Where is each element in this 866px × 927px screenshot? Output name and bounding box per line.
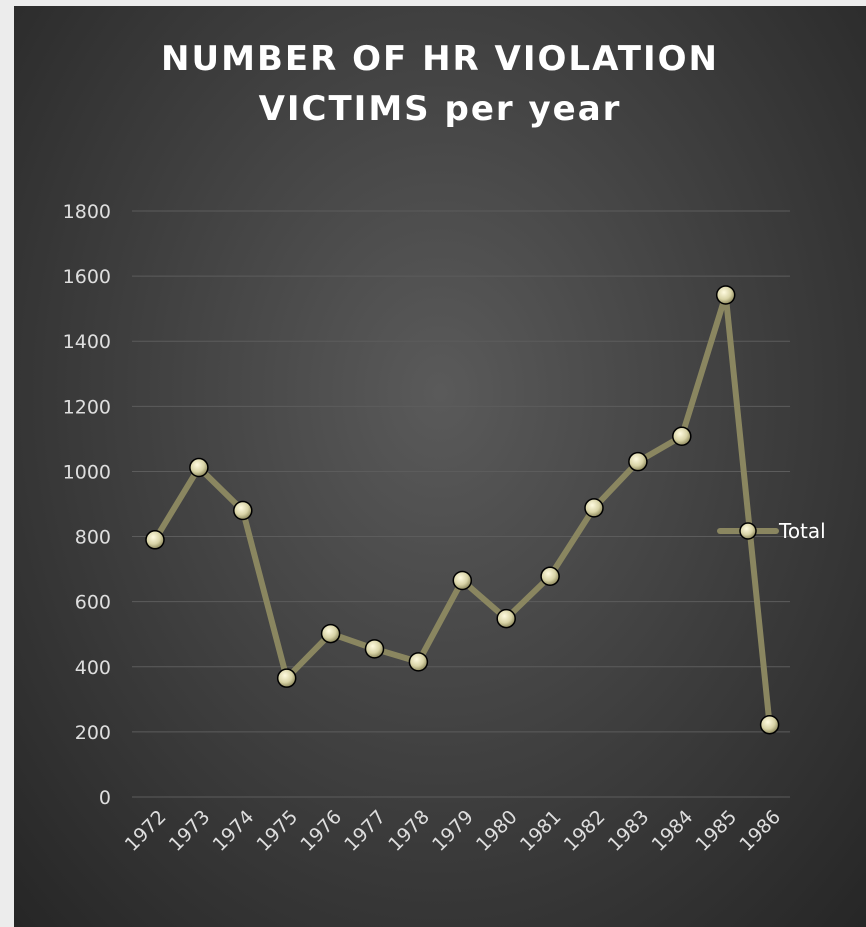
data-point bbox=[540, 566, 560, 587]
y-tick-label: 1600 bbox=[63, 266, 111, 288]
x-tick-label: 1986 bbox=[735, 806, 785, 856]
data-point bbox=[452, 570, 473, 591]
data-point bbox=[715, 285, 736, 305]
x-tick-label: 1974 bbox=[209, 806, 259, 856]
data-point bbox=[189, 457, 209, 478]
data-point bbox=[233, 500, 253, 521]
y-tick-label: 1400 bbox=[63, 331, 111, 353]
data-point bbox=[320, 623, 341, 644]
x-tick-label: 1975 bbox=[252, 806, 302, 856]
legend-label: Total bbox=[778, 519, 826, 543]
data-point bbox=[364, 639, 385, 659]
x-tick-label: 1972 bbox=[121, 806, 171, 856]
y-tick-label: 1200 bbox=[63, 396, 111, 418]
legend: Total bbox=[717, 519, 826, 543]
data-point bbox=[672, 426, 692, 447]
chart-title-line-2: VICTIMS per year bbox=[258, 89, 622, 129]
x-tick-label: 1976 bbox=[296, 806, 346, 856]
x-tick-label: 1980 bbox=[472, 806, 522, 856]
data-point bbox=[584, 498, 604, 518]
y-tick-label: 800 bbox=[75, 527, 111, 549]
y-tick-label: 200 bbox=[75, 722, 111, 744]
x-tick-label: 1983 bbox=[604, 806, 654, 856]
x-tick-label: 1985 bbox=[691, 806, 741, 856]
x-tick-label: 1973 bbox=[165, 806, 215, 856]
chart-title: NUMBER OF HR VIOLATION VICTIMS per year bbox=[14, 34, 866, 134]
data-point bbox=[759, 714, 780, 735]
x-tick-label: 1982 bbox=[560, 806, 610, 856]
y-tick-label: 0 bbox=[99, 787, 111, 809]
x-tick-label: 1981 bbox=[516, 806, 566, 856]
x-tick-label: 1978 bbox=[384, 806, 434, 856]
gridlines bbox=[132, 210, 790, 798]
x-tick-label: 1984 bbox=[648, 806, 698, 856]
x-tick-label: 1977 bbox=[340, 806, 390, 856]
data-point bbox=[408, 652, 429, 672]
data-point bbox=[145, 530, 165, 550]
y-tick-label: 1800 bbox=[63, 201, 111, 223]
x-tick-label: 1979 bbox=[428, 806, 478, 856]
chart-title-line-1: NUMBER OF HR VIOLATION bbox=[161, 39, 719, 79]
y-tick-label: 400 bbox=[75, 657, 111, 679]
x-axis-ticks: 1972197319741975197619771978197919801981… bbox=[121, 806, 785, 856]
data-point bbox=[496, 608, 516, 629]
chart-panel: NUMBER OF HR VIOLATION VICTIMS per year … bbox=[14, 6, 866, 927]
series-total bbox=[145, 285, 780, 735]
legend-marker bbox=[739, 522, 757, 540]
data-point bbox=[276, 668, 297, 688]
data-point bbox=[628, 451, 648, 472]
y-axis-ticks: 0 200 400 600 800 1000 1200 1400 1600 1800 bbox=[63, 201, 111, 809]
y-tick-label: 600 bbox=[75, 592, 111, 614]
y-tick-label: 1000 bbox=[63, 461, 111, 483]
